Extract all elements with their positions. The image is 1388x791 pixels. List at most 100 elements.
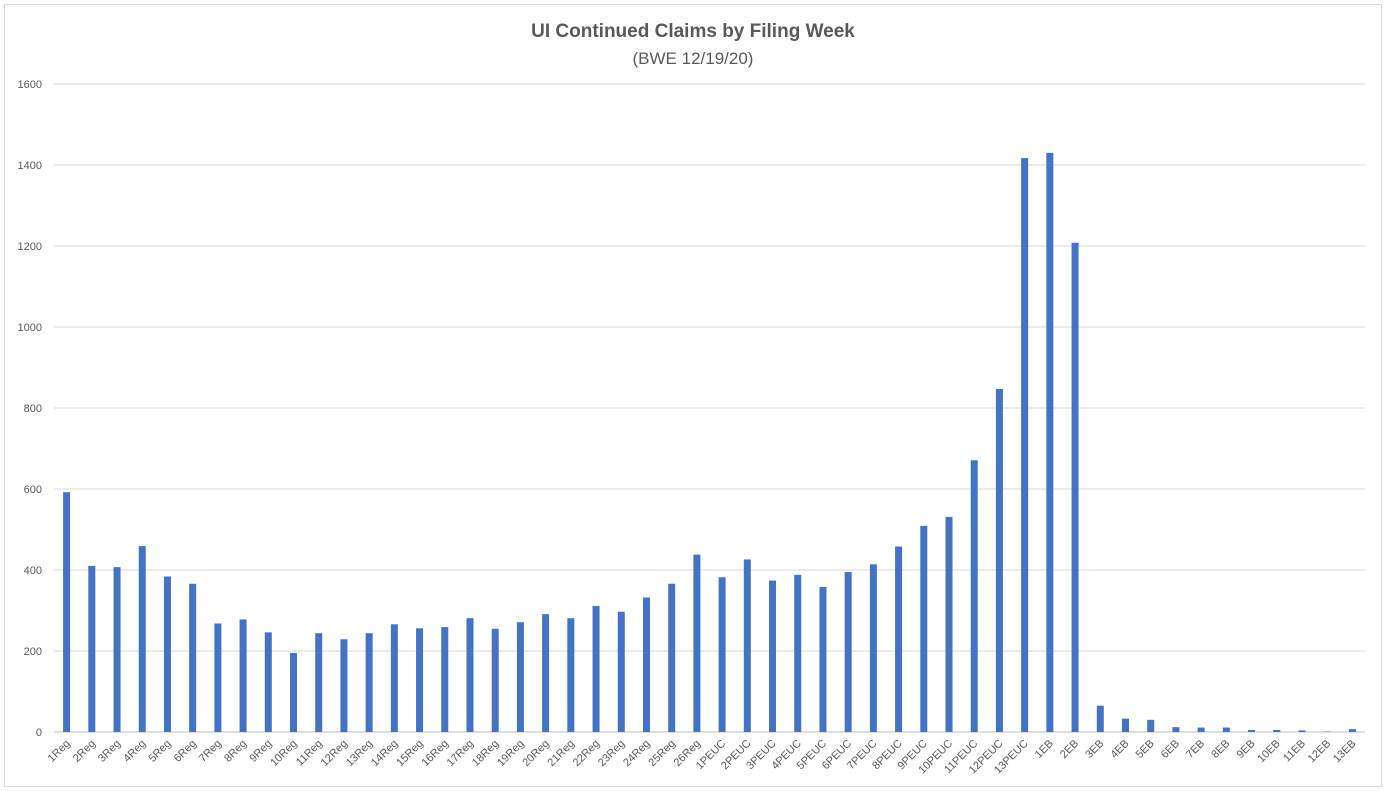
bar — [390, 624, 398, 732]
bar — [315, 633, 323, 732]
bar — [1248, 729, 1256, 732]
x-tick-label: 17Reg — [445, 738, 476, 769]
bar — [567, 618, 575, 732]
bar — [1172, 727, 1180, 732]
bar — [1222, 727, 1230, 732]
bar — [163, 576, 171, 732]
x-tick-label: 12EB — [1306, 738, 1334, 766]
bar — [819, 587, 827, 732]
x-tick-label: 7EB — [1184, 738, 1207, 761]
bar — [895, 546, 903, 732]
y-tick-label: 800 — [24, 403, 42, 415]
bar — [264, 632, 272, 732]
x-tick-label: 1Reg — [46, 738, 73, 765]
chart-subtitle: (BWE 12/19/20) — [632, 49, 754, 68]
bar — [718, 577, 726, 732]
y-tick-label: 1600 — [18, 79, 42, 91]
bar — [88, 565, 96, 732]
bar — [1121, 718, 1129, 732]
bar — [290, 653, 298, 732]
y-tick-label: 1000 — [18, 322, 42, 334]
y-tick-label: 0 — [36, 727, 42, 739]
bar — [1147, 719, 1155, 732]
x-tick-label: 5EB — [1134, 738, 1157, 761]
bar — [138, 546, 146, 732]
x-tick-label: 16Reg — [419, 738, 450, 769]
bar — [466, 618, 474, 732]
bar — [995, 388, 1003, 732]
bar — [1197, 727, 1205, 732]
x-tick-label: 8EB — [1209, 738, 1232, 761]
bar — [592, 606, 600, 732]
bar — [1298, 730, 1306, 732]
chart-area: UI Continued Claims by Filing Week (BWE … — [4, 4, 1382, 787]
bar — [794, 574, 802, 732]
bar — [63, 492, 71, 732]
bar — [365, 633, 373, 732]
x-tick-label: 14Reg — [369, 738, 400, 769]
bar — [1071, 242, 1079, 732]
bar — [769, 580, 777, 732]
y-tick-label: 1200 — [18, 241, 42, 253]
bar — [945, 516, 953, 732]
x-tick-label: 22Reg — [571, 738, 602, 769]
bar — [693, 554, 701, 732]
x-tick-label: 13EB — [1331, 738, 1359, 766]
x-tick-label: 21Reg — [546, 738, 577, 769]
bar — [743, 559, 751, 732]
x-tick-label: 11EB — [1281, 738, 1308, 765]
bar — [668, 583, 676, 732]
bar — [516, 622, 524, 732]
x-tick-label: 23Reg — [596, 738, 627, 769]
y-tick-label: 400 — [24, 565, 42, 577]
y-tick-label: 200 — [24, 646, 42, 658]
bar — [869, 564, 877, 732]
bar — [1348, 729, 1356, 732]
x-tick-label: 2Reg — [71, 738, 98, 765]
x-tick-label: 19Reg — [495, 738, 526, 769]
x-tick-label: 6Reg — [172, 738, 199, 765]
x-tick-label: 1EB — [1033, 738, 1056, 761]
x-tick-label: 11Reg — [294, 738, 325, 769]
bar — [239, 619, 247, 732]
x-tick-label: 10EB — [1255, 738, 1283, 766]
x-tick-label: 8Reg — [222, 738, 249, 765]
x-tick-label: 10Reg — [268, 738, 299, 769]
bar — [1046, 152, 1054, 733]
bar — [617, 611, 625, 732]
y-tick-label: 1400 — [18, 160, 42, 172]
x-tick-label: 7Reg — [197, 738, 224, 765]
bar — [844, 572, 852, 732]
bar — [1096, 705, 1104, 732]
y-tick-label: 600 — [24, 484, 42, 496]
bar — [416, 628, 424, 732]
bar — [189, 583, 197, 732]
x-tick-label: 20Reg — [520, 738, 551, 769]
x-tick-label: 6EB — [1159, 738, 1182, 761]
bar — [1273, 729, 1281, 732]
bar — [542, 614, 550, 732]
x-tick-label: 18Reg — [470, 738, 501, 769]
x-tick-label: 4EB — [1108, 738, 1131, 761]
bar — [113, 567, 121, 732]
bar — [441, 627, 449, 732]
bar — [970, 460, 978, 732]
x-tick-label: 13Reg — [344, 738, 375, 769]
x-tick-label: 25Reg — [646, 738, 677, 769]
x-tick-label: 15Reg — [394, 738, 425, 769]
bar — [214, 623, 222, 732]
x-tick-label: 5Reg — [146, 738, 173, 765]
bar — [1021, 158, 1029, 733]
bar — [920, 525, 928, 732]
x-tick-label: 3Reg — [96, 738, 123, 765]
bar — [491, 628, 499, 732]
x-tick-label: 3EB — [1083, 738, 1106, 761]
chart-title: UI Continued Claims by Filing Week — [531, 21, 855, 42]
bar — [340, 639, 348, 732]
x-tick-label: 12Reg — [319, 738, 350, 769]
x-tick-label: 24Reg — [621, 738, 652, 769]
x-tick-label: 9EB — [1234, 738, 1257, 761]
x-tick-label: 4Reg — [121, 738, 148, 765]
x-tick-label: 2EB — [1058, 738, 1081, 761]
